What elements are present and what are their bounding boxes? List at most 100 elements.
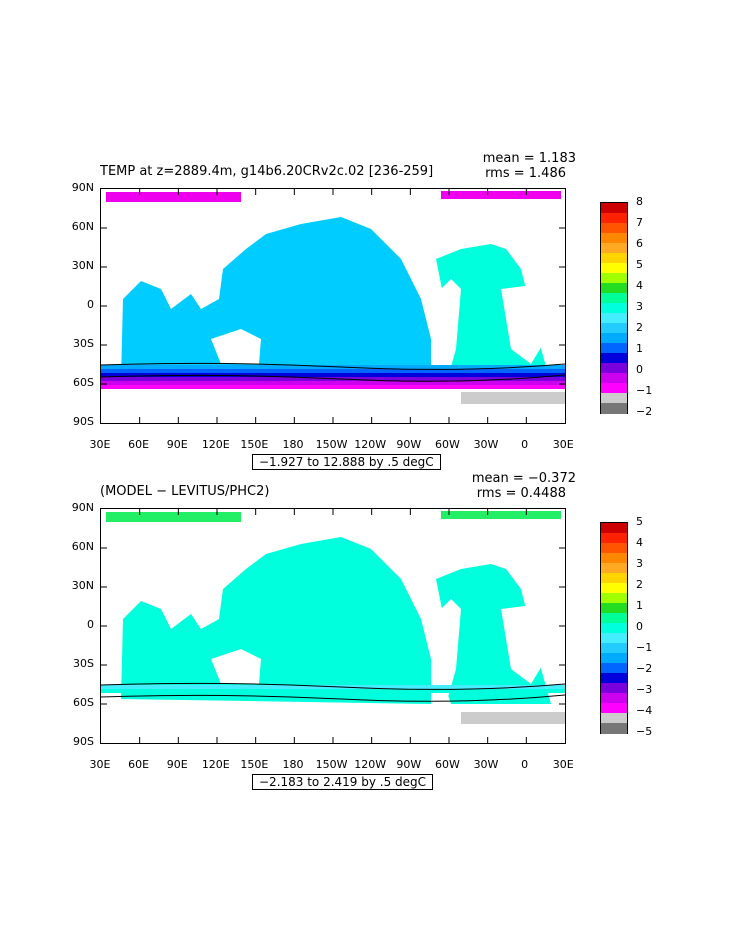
africa-land [501, 604, 546, 684]
lon-label: 180 [282, 438, 304, 451]
colorbar-swatch [601, 253, 627, 264]
colorbar-tick-label: 4 [636, 279, 643, 292]
australia-land [211, 329, 261, 364]
contour-range-label: −2.183 to 2.419 by .5 degC [252, 774, 434, 790]
colorbar-swatch [601, 613, 627, 624]
lon-label: 30E [89, 438, 111, 451]
colorbar-swatch [601, 353, 627, 364]
lon-label: 60W [434, 758, 460, 771]
arctic-sea-east [441, 511, 561, 519]
contour-range-label: −1.927 to 12.888 by .5 degC [252, 454, 441, 470]
lat-label: 30S [73, 337, 94, 350]
contour-line [101, 682, 565, 690]
lon-label: 90W [396, 438, 422, 451]
colorbar-tick-label: 0 [636, 620, 643, 633]
panel-title: TEMP at z=2889.4m, g14b6.20CRv2c.02 [236… [100, 164, 434, 179]
lon-label: 60W [434, 438, 460, 451]
lat-label: 30N [71, 259, 94, 272]
lat-label: 60N [71, 220, 94, 233]
colorbar-swatch [601, 343, 627, 354]
colorbar-tick-label: −1 [636, 641, 653, 654]
colorbar-swatch [601, 553, 627, 564]
lon-label: 30E [552, 438, 574, 451]
lon-label: 180 [282, 758, 304, 771]
colorbar-swatch [601, 403, 627, 414]
lat-label: 30S [73, 657, 94, 670]
lat-label: 60N [71, 540, 94, 553]
lon-label: 150W [315, 758, 348, 771]
lon-label: 60E [128, 438, 150, 451]
colorbar-swatch [601, 363, 627, 374]
difference-map [101, 509, 565, 743]
mean-label: mean = −0.372 [471, 471, 576, 486]
map-area [100, 508, 566, 744]
lon-label: 120W [354, 438, 387, 451]
lon-label: 60E [128, 758, 150, 771]
pacific-indian-ocean [121, 537, 431, 704]
lat-label: 90N [71, 501, 94, 514]
colorbar-swatch [601, 583, 627, 594]
lon-label: 30E [89, 758, 111, 771]
antarctica-land [101, 389, 565, 423]
colorbar-tick-label: 1 [636, 599, 643, 612]
south-america-land [431, 599, 461, 704]
lon-label: 90E [166, 438, 188, 451]
arctic-sea-east [441, 191, 561, 199]
colorbar-tick-label: 0 [636, 363, 643, 376]
lon-label: 30W [473, 438, 499, 451]
lat-label: 90S [73, 415, 94, 428]
colorbar-tick-label: −2 [636, 405, 653, 418]
colorbar-tick-label: 2 [636, 578, 643, 591]
colorbar-swatch [601, 593, 627, 604]
lon-label: 120E [201, 438, 230, 451]
colorbar-swatch [601, 393, 627, 404]
antarctic-shelf [461, 712, 565, 724]
colorbar-swatch [601, 293, 627, 304]
lat-label: 0 [87, 618, 94, 631]
lat-label: 60S [73, 696, 94, 709]
map-area [100, 188, 566, 424]
colorbar-swatch [601, 633, 627, 644]
contour-line [101, 694, 565, 702]
temperature-map [101, 189, 565, 423]
colorbar-tick-label: 3 [636, 300, 643, 313]
colorbar-tick-label: 4 [636, 536, 643, 549]
panel-difference: (MODEL − LEVITUS/PHC2) mean = −0.372 rms… [0, 470, 733, 790]
colorbar-swatch [601, 603, 627, 614]
colorbar-swatch [601, 283, 627, 294]
southern-ocean-band [101, 369, 565, 373]
colorbar-swatch [601, 333, 627, 344]
south-america-land [431, 279, 461, 384]
lon-label: 90W [396, 758, 422, 771]
contour-line [101, 362, 565, 370]
lon-label: 150E [240, 758, 269, 771]
colorbar-tick-label: 6 [636, 237, 643, 250]
colorbar-swatch [601, 643, 627, 654]
colorbar-tick-label: 1 [636, 342, 643, 355]
lon-label: 120W [354, 758, 387, 771]
lon-label: 150W [315, 438, 348, 451]
rms-label: rms = 1.486 [485, 166, 566, 181]
southern-ocean-band [101, 373, 565, 377]
colorbar-tick-label: 2 [636, 321, 643, 334]
arctic-sea-west [106, 512, 241, 522]
rms-label: rms = 0.4488 [476, 486, 566, 501]
colorbar-swatch [601, 233, 627, 244]
colorbar-swatch [601, 533, 627, 544]
lat-label: 0 [87, 298, 94, 311]
contour-line [101, 374, 565, 382]
colorbar-swatch [601, 563, 627, 574]
southern-ocean-band [101, 381, 565, 385]
colorbar-swatch [601, 703, 627, 714]
colorbar-swatch [601, 203, 627, 214]
colorbar-tick-label: 7 [636, 216, 643, 229]
colorbar-swatch [601, 653, 627, 664]
lat-label: 90N [71, 181, 94, 194]
australia-land [211, 649, 261, 684]
colorbar-tick-label: −5 [636, 725, 653, 738]
southern-ocean-band [101, 385, 565, 389]
colorbar-swatch [601, 323, 627, 334]
colorbar-swatch [601, 273, 627, 284]
panel-title: (MODEL − LEVITUS/PHC2) [100, 484, 270, 499]
colorbar-swatch [601, 223, 627, 234]
